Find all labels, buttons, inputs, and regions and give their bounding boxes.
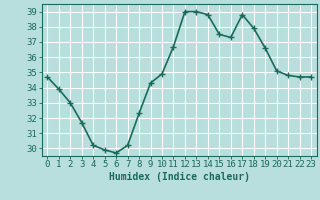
X-axis label: Humidex (Indice chaleur): Humidex (Indice chaleur) (109, 172, 250, 182)
